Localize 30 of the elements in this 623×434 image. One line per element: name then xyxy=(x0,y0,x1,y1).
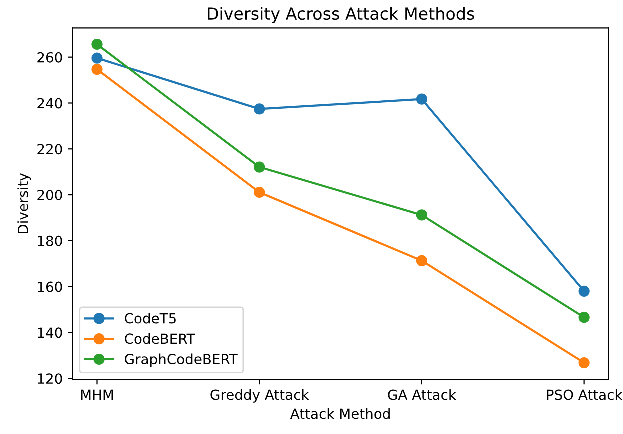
x-tick-label: MHM xyxy=(81,390,114,400)
x-tick-label: PSO Attack xyxy=(547,389,623,400)
point xyxy=(92,38,103,50)
point xyxy=(254,104,266,115)
point xyxy=(578,286,590,297)
y-tick-label: 220 xyxy=(38,144,62,155)
legend-label: GraphCodeBERT xyxy=(125,354,238,368)
legend-label: CodeBERT xyxy=(125,333,196,344)
point xyxy=(92,64,103,76)
x-axis-title: Attack Method xyxy=(290,408,390,420)
point xyxy=(578,357,590,369)
y-tick-label: 140 xyxy=(38,328,62,338)
y-axis-title: Diversity xyxy=(18,174,32,234)
point xyxy=(416,94,428,105)
y-tick-label: 200 xyxy=(38,190,62,201)
x-tick-label: Greddy Attack xyxy=(210,389,310,403)
y-tick-label: 260 xyxy=(38,52,62,63)
y-tick-label: 180 xyxy=(38,236,62,246)
point xyxy=(578,312,590,324)
legend-label: CodeT5 xyxy=(125,313,176,324)
point xyxy=(254,162,266,173)
point xyxy=(416,210,428,221)
y-tick-label: 160 xyxy=(38,282,62,292)
x-tick-label: GA Attack xyxy=(388,389,456,400)
point xyxy=(416,255,428,266)
y-tick-label: 240 xyxy=(38,98,62,109)
chart-title: Diversity Across Attack Methods xyxy=(208,7,474,24)
point xyxy=(254,186,266,198)
point xyxy=(92,52,103,64)
y-tick-label: 120 xyxy=(38,374,62,384)
